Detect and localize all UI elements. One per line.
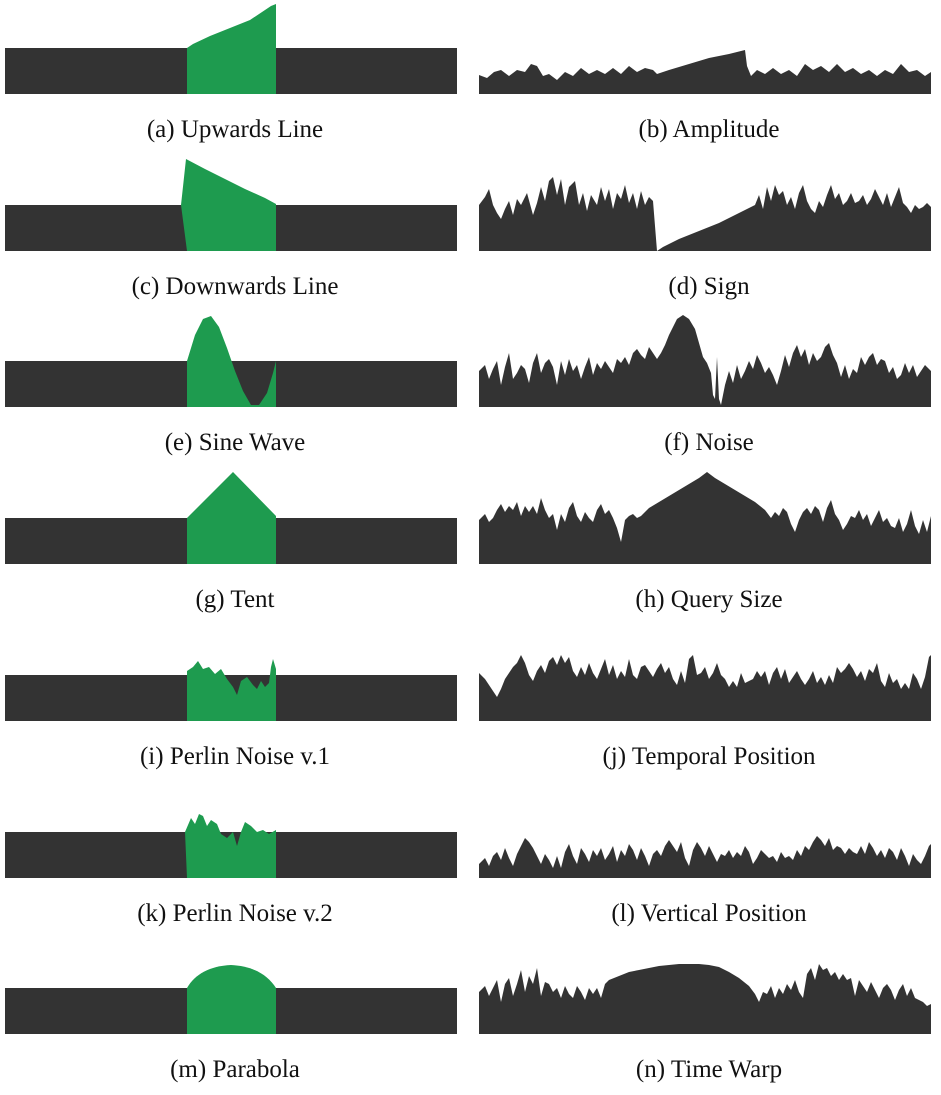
- time-warp-series: [479, 964, 931, 1034]
- panel-time-warp: (n) Time Warp: [479, 940, 939, 1090]
- temporal-position-plot: [479, 655, 931, 721]
- caption-perlin-noise-v2: (k) Perlin Noise v.2: [137, 900, 333, 927]
- caption-amplitude: (b) Amplitude: [638, 116, 780, 143]
- amplitude-series: [479, 50, 931, 94]
- amplitude-plot: [479, 50, 931, 94]
- sign-plot: [479, 177, 931, 251]
- parabola-plot: [5, 965, 457, 1034]
- panel-perlin-noise-v1: (i) Perlin Noise v.1: [5, 627, 465, 777]
- caption-vertical-position: (l) Vertical Position: [611, 900, 807, 927]
- vertical-position-plot: [479, 836, 931, 878]
- panel-query-size: (h) Query Size: [479, 470, 939, 620]
- panel-downwards-line: (c) Downwards Line: [5, 157, 465, 307]
- caption-sign: (d) Sign: [668, 273, 750, 300]
- sine-wave-plot: [5, 316, 457, 407]
- panel-amplitude: (b) Amplitude: [479, 0, 939, 150]
- panel-noise: (f) Noise: [479, 313, 939, 463]
- time-warp-plot: [479, 964, 931, 1034]
- upwards-line-query: [187, 4, 276, 94]
- perlin-noise-v1-query: [187, 659, 276, 721]
- caption-sine-wave: (e) Sine Wave: [164, 429, 306, 456]
- perlin-noise-v2-query: [185, 814, 276, 878]
- caption-perlin-noise-v1: (i) Perlin Noise v.1: [139, 743, 330, 770]
- temporal-position-series: [479, 655, 931, 721]
- caption-tent: (g) Tent: [195, 586, 275, 613]
- perlin-noise-v1-plot: [5, 659, 457, 721]
- noise-plot: [479, 315, 931, 407]
- caption-upwards-line: (a) Upwards Line: [146, 116, 324, 143]
- noise-series: [479, 315, 931, 407]
- caption-time-warp: (n) Time Warp: [635, 1056, 783, 1083]
- panel-parabola: (m) Parabola: [5, 940, 465, 1090]
- sign-series: [479, 177, 931, 251]
- tent-query: [187, 472, 276, 564]
- panel-vertical-position: (l) Vertical Position: [479, 784, 939, 934]
- upwards-line-plot: [5, 4, 457, 94]
- panel-upwards-line: (a) Upwards Line: [5, 0, 465, 150]
- caption-parabola: (m) Parabola: [170, 1056, 300, 1083]
- query-size-series: [479, 472, 931, 564]
- parabola-query: [187, 965, 276, 1034]
- panel-temporal-position: (j) Temporal Position: [479, 627, 939, 777]
- panel-tent: (g) Tent: [5, 470, 465, 620]
- panel-perlin-noise-v2: (k) Perlin Noise v.2: [5, 784, 465, 934]
- caption-noise: (f) Noise: [664, 429, 754, 456]
- tent-plot: [5, 472, 457, 564]
- caption-temporal-position: (j) Temporal Position: [602, 743, 816, 770]
- perlin-noise-v2-plot: [5, 814, 457, 878]
- vertical-position-series: [479, 836, 931, 878]
- sine-wave-query: [187, 316, 276, 407]
- caption-query-size: (h) Query Size: [635, 586, 783, 613]
- downwards-line-query: [181, 159, 276, 251]
- caption-downwards-line: (c) Downwards Line: [131, 273, 339, 300]
- downwards-line-plot: [5, 159, 457, 251]
- panel-sign: (d) Sign: [479, 157, 939, 307]
- query-size-plot: [479, 472, 931, 564]
- panel-sine-wave: (e) Sine Wave: [5, 313, 465, 463]
